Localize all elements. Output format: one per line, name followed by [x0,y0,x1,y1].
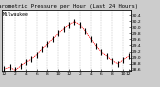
Title: Barometric Pressure per Hour (Last 24 Hours): Barometric Pressure per Hour (Last 24 Ho… [0,4,138,9]
Text: Milwaukee: Milwaukee [3,12,29,17]
